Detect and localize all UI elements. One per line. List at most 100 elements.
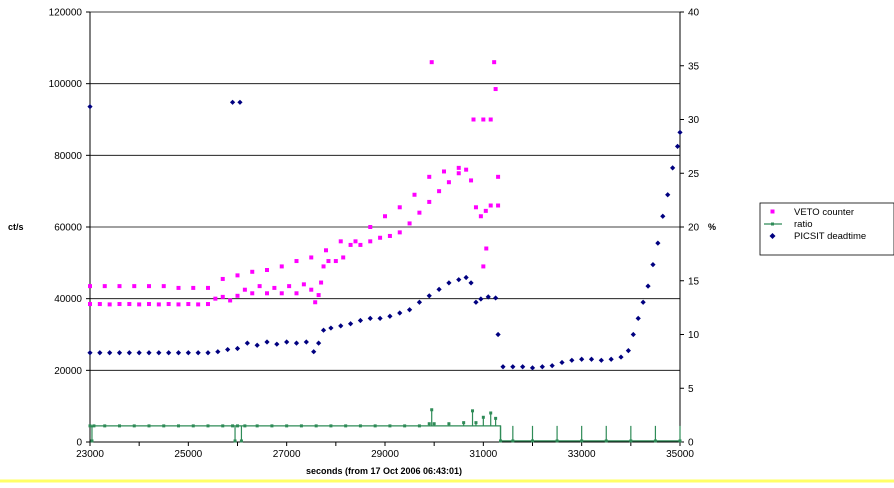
data-point xyxy=(436,286,442,292)
y-right-axis-title: % xyxy=(708,222,716,232)
data-point xyxy=(136,350,142,356)
data-point xyxy=(220,276,225,281)
data-point xyxy=(397,230,402,235)
y-right-tick-label: 5 xyxy=(688,384,694,395)
y-left-axis-title: ct/s xyxy=(8,222,24,232)
x-tick-label: 23000 xyxy=(76,449,104,460)
y-left-tick-label: 20000 xyxy=(54,366,82,377)
data-point xyxy=(403,424,407,428)
data-point xyxy=(228,298,233,303)
legend-item-ratio: ratio xyxy=(764,219,812,230)
data-point xyxy=(236,424,239,428)
data-point xyxy=(569,357,575,363)
data-point xyxy=(177,424,180,428)
data-point xyxy=(598,357,604,363)
data-point xyxy=(484,246,489,251)
data-point xyxy=(191,424,195,428)
data-point xyxy=(559,359,565,366)
data-point xyxy=(387,233,392,238)
data-point xyxy=(442,169,446,174)
data-point xyxy=(176,302,181,307)
data-point xyxy=(255,424,259,428)
data-point xyxy=(496,203,501,208)
data-point xyxy=(147,302,151,307)
data-point xyxy=(176,285,181,290)
data-point xyxy=(377,315,383,321)
data-point xyxy=(162,424,166,428)
data-point xyxy=(243,424,247,428)
data-point xyxy=(299,424,303,428)
data-point xyxy=(645,283,651,289)
data-point xyxy=(294,259,299,264)
data-point xyxy=(397,310,403,316)
data-point xyxy=(279,291,284,296)
legend-label-picsit: PICSIT deadtime xyxy=(794,231,866,242)
data-point xyxy=(301,282,306,287)
data-point xyxy=(347,321,354,327)
data-point xyxy=(579,356,585,362)
y-right-tick-label: 35 xyxy=(688,61,700,72)
data-point xyxy=(186,302,191,307)
data-point xyxy=(437,189,442,194)
data-point xyxy=(206,424,210,428)
data-point xyxy=(427,174,432,179)
data-point xyxy=(446,180,451,185)
data-point xyxy=(412,192,417,197)
data-point xyxy=(137,302,142,307)
data-point xyxy=(235,273,240,278)
data-point xyxy=(88,424,92,428)
data-point xyxy=(116,350,123,356)
y-left-tick-label: 0 xyxy=(76,438,82,449)
data-point xyxy=(429,60,434,65)
data-point xyxy=(234,345,241,352)
data-point xyxy=(529,365,536,371)
data-point xyxy=(264,339,270,345)
data-point xyxy=(132,284,137,289)
data-point xyxy=(655,240,661,246)
data-point xyxy=(287,284,292,289)
series-veto-counter xyxy=(88,60,501,307)
data-point xyxy=(492,60,497,65)
data-point xyxy=(313,300,318,305)
data-point xyxy=(478,296,484,302)
data-point xyxy=(326,259,331,264)
grid-lines xyxy=(90,11,680,371)
x-tick-label: 25000 xyxy=(174,449,202,460)
x-tick-label: 35000 xyxy=(666,449,694,460)
data-point xyxy=(185,350,191,356)
data-point xyxy=(213,296,218,301)
data-point xyxy=(309,287,314,292)
data-point xyxy=(265,268,269,272)
data-point xyxy=(417,424,421,428)
data-point xyxy=(231,424,235,428)
data-point xyxy=(625,348,631,354)
data-point xyxy=(118,424,121,428)
data-point xyxy=(367,315,373,321)
data-point xyxy=(463,274,469,281)
data-point xyxy=(107,302,112,307)
data-point xyxy=(161,284,166,289)
data-point xyxy=(417,210,422,215)
data-point xyxy=(314,424,318,428)
data-point xyxy=(254,342,260,348)
data-point xyxy=(488,117,493,122)
data-point xyxy=(97,302,102,307)
data-point xyxy=(284,339,290,345)
data-point xyxy=(321,264,326,269)
data-point xyxy=(270,424,274,428)
data-point xyxy=(117,302,122,307)
data-point xyxy=(333,259,338,264)
data-point xyxy=(147,284,151,289)
data-point xyxy=(250,269,255,274)
data-point xyxy=(358,242,363,247)
y-right-tick-label: 15 xyxy=(688,276,700,287)
data-point xyxy=(316,340,322,346)
data-point xyxy=(102,284,107,289)
data-point xyxy=(244,340,250,346)
data-point xyxy=(407,221,412,226)
data-point xyxy=(309,255,314,260)
data-point xyxy=(285,424,289,428)
data-point xyxy=(488,203,493,208)
data-point xyxy=(166,350,172,356)
